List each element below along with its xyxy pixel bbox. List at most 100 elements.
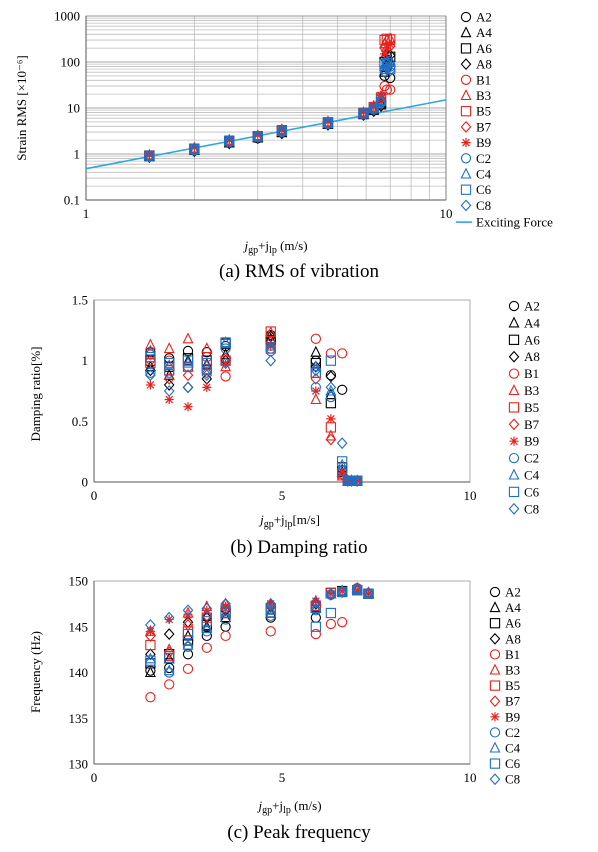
legend-label: C6 [476, 182, 492, 197]
data-point [145, 367, 156, 378]
legend-marker [489, 601, 501, 613]
legend-marker [508, 368, 520, 379]
data-point [164, 667, 175, 678]
data-point [337, 456, 348, 467]
data-point [384, 64, 396, 77]
data-point [182, 649, 194, 660]
data-point [310, 596, 322, 608]
data-point [375, 92, 387, 105]
data-point [221, 359, 231, 369]
data-point [163, 628, 175, 640]
x-axis-label-part: gp [264, 519, 274, 530]
data-point [276, 125, 288, 138]
data-point [265, 326, 276, 337]
data-point [201, 369, 213, 382]
legend-marker [489, 695, 501, 708]
legend-marker [460, 43, 472, 54]
data-point [189, 144, 200, 156]
data-point [375, 96, 387, 108]
data-point [265, 343, 276, 354]
data-point [220, 337, 231, 348]
legend-label: A6 [476, 41, 492, 56]
data-point [336, 468, 348, 481]
data-point [310, 605, 321, 616]
legend-label: B3 [524, 383, 539, 398]
legend-marker [461, 138, 471, 148]
legend-label: B1 [524, 366, 539, 381]
series-C8 [144, 61, 396, 163]
legend-marker [489, 649, 501, 660]
legend-label: B1 [505, 647, 520, 662]
data-point [182, 369, 194, 382]
legend-label: A6 [505, 616, 521, 631]
data-point [182, 638, 194, 650]
legend-marker [490, 712, 500, 722]
data-point [337, 348, 348, 359]
y-tick-label: 145 [69, 619, 89, 634]
series-A8 [144, 47, 396, 164]
data-point [182, 332, 194, 344]
legend-label: B5 [524, 400, 539, 415]
series-C8 [145, 354, 363, 487]
legend-label: C4 [505, 741, 521, 756]
legend-label: A8 [524, 349, 540, 364]
legend-label: A2 [524, 299, 540, 314]
x-axis-label-part: j [258, 512, 264, 527]
x-axis-label-part: (m/s) [277, 238, 308, 253]
legend-label: A4 [476, 25, 492, 40]
y-tick-label: 0.1 [64, 193, 80, 208]
series-C8 [145, 583, 374, 631]
data-point [201, 622, 213, 634]
data-point [164, 614, 174, 625]
x-axis-label-part: j [242, 238, 248, 253]
data-point [201, 616, 212, 627]
data-point [145, 380, 155, 390]
data-point [381, 57, 392, 69]
data-point [337, 586, 347, 596]
data-point [164, 365, 175, 376]
data-point [182, 663, 194, 674]
data-point [201, 342, 213, 354]
x-tick-label: 10 [464, 488, 477, 503]
legend-marker [460, 120, 472, 133]
data-point [381, 84, 392, 95]
data-point [201, 365, 212, 376]
series-C6 [145, 337, 363, 486]
data-point [325, 355, 337, 366]
data-point [182, 354, 194, 366]
data-point [310, 382, 321, 393]
data-point [163, 664, 175, 676]
data-point [369, 101, 379, 111]
series-B1 [145, 583, 374, 703]
y-tick-label: 0 [82, 475, 89, 490]
data-point [182, 381, 194, 394]
legend-label: B9 [524, 434, 539, 449]
data-point [336, 584, 348, 596]
series-B9 [144, 39, 395, 160]
series-B7 [144, 40, 396, 163]
x-axis-label-part: lp [283, 805, 291, 816]
y-tick-label: 1000 [54, 9, 80, 24]
data-point [163, 372, 175, 385]
legend-marker [508, 350, 520, 363]
y-axis-label: Frequency (Hz) [28, 631, 43, 713]
data-point [358, 107, 369, 117]
legend-marker [460, 153, 472, 164]
data-point [144, 150, 154, 160]
data-point [201, 357, 212, 369]
data-point [379, 66, 390, 79]
legend-marker [508, 502, 520, 515]
legend-label: B3 [505, 663, 520, 678]
data-point [310, 333, 321, 344]
data-point [182, 604, 194, 617]
x-axis-label-part: +j [274, 512, 285, 527]
legend-marker [489, 758, 501, 769]
data-point [145, 351, 156, 363]
series-B3 [144, 326, 363, 486]
data-point [310, 628, 321, 640]
data-point [322, 117, 334, 130]
legend-label: B9 [476, 135, 491, 150]
legend-marker [460, 11, 472, 23]
